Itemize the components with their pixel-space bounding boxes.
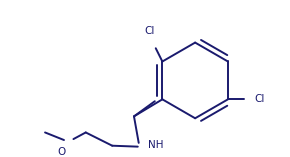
Text: Cl: Cl: [254, 94, 265, 104]
Text: Cl: Cl: [144, 26, 154, 36]
Text: O: O: [58, 147, 66, 157]
Text: NH: NH: [148, 140, 164, 150]
